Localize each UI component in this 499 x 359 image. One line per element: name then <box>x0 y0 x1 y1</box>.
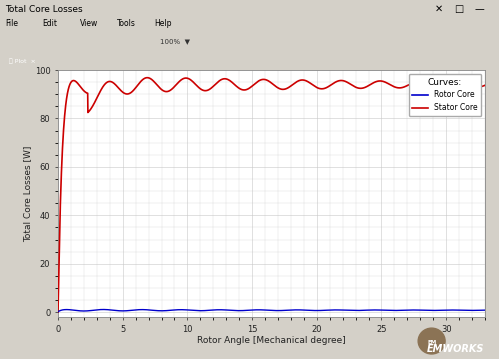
Text: Total Core Losses: Total Core Losses <box>5 5 83 14</box>
Circle shape <box>418 328 445 354</box>
Text: ✕: ✕ <box>435 4 443 14</box>
Text: EMWORKS: EMWORKS <box>427 344 484 354</box>
Text: —: — <box>474 4 484 14</box>
Text: EM: EM <box>427 340 436 345</box>
Text: View: View <box>80 19 98 28</box>
Text: Tools: Tools <box>117 19 136 28</box>
Text: Edit: Edit <box>42 19 57 28</box>
Text: □: □ <box>455 4 464 14</box>
Text: Help: Help <box>155 19 172 28</box>
Text: 📊 Plot  ×: 📊 Plot × <box>9 59 36 65</box>
Text: File: File <box>5 19 18 28</box>
Y-axis label: Total Core Losses [W]: Total Core Losses [W] <box>23 145 32 242</box>
X-axis label: Rotor Angle [Mechanical degree]: Rotor Angle [Mechanical degree] <box>197 336 346 345</box>
Legend: Rotor Core, Stator Core: Rotor Core, Stator Core <box>409 74 481 116</box>
Text: 100%  ▼: 100% ▼ <box>160 38 190 44</box>
